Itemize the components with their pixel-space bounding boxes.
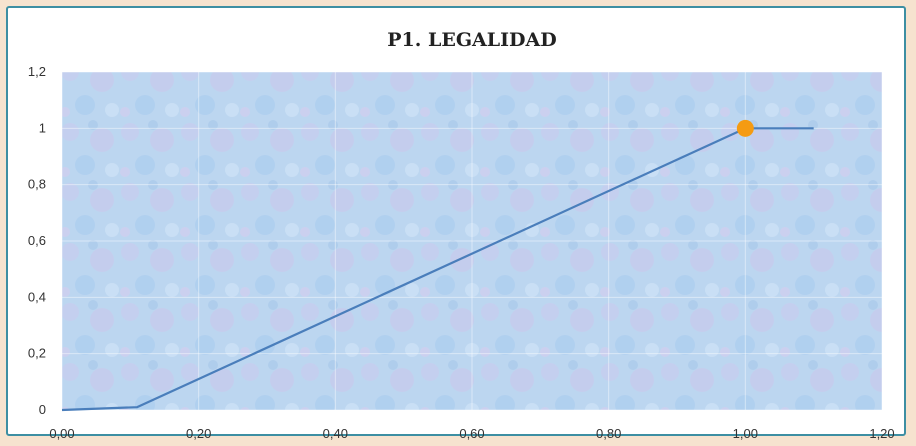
- y-tick-label: 0,2: [28, 346, 46, 361]
- highlight-point-marker: [736, 119, 754, 137]
- y-tick-label: 1,2: [28, 64, 46, 79]
- x-tick-label: 1,20: [869, 426, 894, 441]
- series-line: [61, 127, 814, 412]
- y-tick-label: 1: [39, 120, 46, 135]
- x-axis-tick-labels: 0,00 0,20 0,40 0,60 0,80 1,00 1,20: [49, 426, 894, 441]
- x-tick-label: 0,00: [49, 426, 74, 441]
- series-markers: [736, 119, 754, 137]
- y-axis-tick-labels: 0 0,2 0,4 0,6 0,8 1 1,2: [28, 64, 46, 417]
- y-tick-label: 0,6: [28, 233, 46, 248]
- chart-title: P1. LEGALIDAD: [387, 29, 557, 51]
- gridlines: [61, 71, 883, 411]
- x-tick-label: 0,60: [459, 426, 484, 441]
- x-tick-label: 0,80: [596, 426, 621, 441]
- y-tick-label: 0: [39, 402, 46, 417]
- x-tick-label: 0,40: [323, 426, 348, 441]
- y-tick-label: 0,4: [28, 289, 46, 304]
- series-lines: [61, 127, 814, 412]
- x-tick-label: 1,00: [733, 426, 758, 441]
- x-tick-label: 0,20: [186, 426, 211, 441]
- y-tick-label: 0,8: [28, 177, 46, 192]
